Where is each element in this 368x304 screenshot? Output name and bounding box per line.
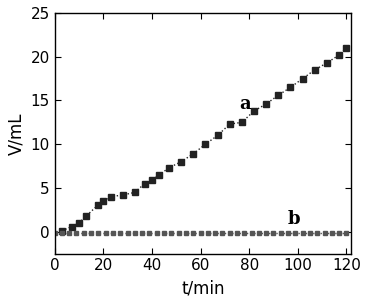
Text: b: b [288,210,301,228]
Y-axis label: V/mL: V/mL [7,112,25,154]
X-axis label: t/min: t/min [181,279,225,297]
Text: a: a [240,95,251,113]
